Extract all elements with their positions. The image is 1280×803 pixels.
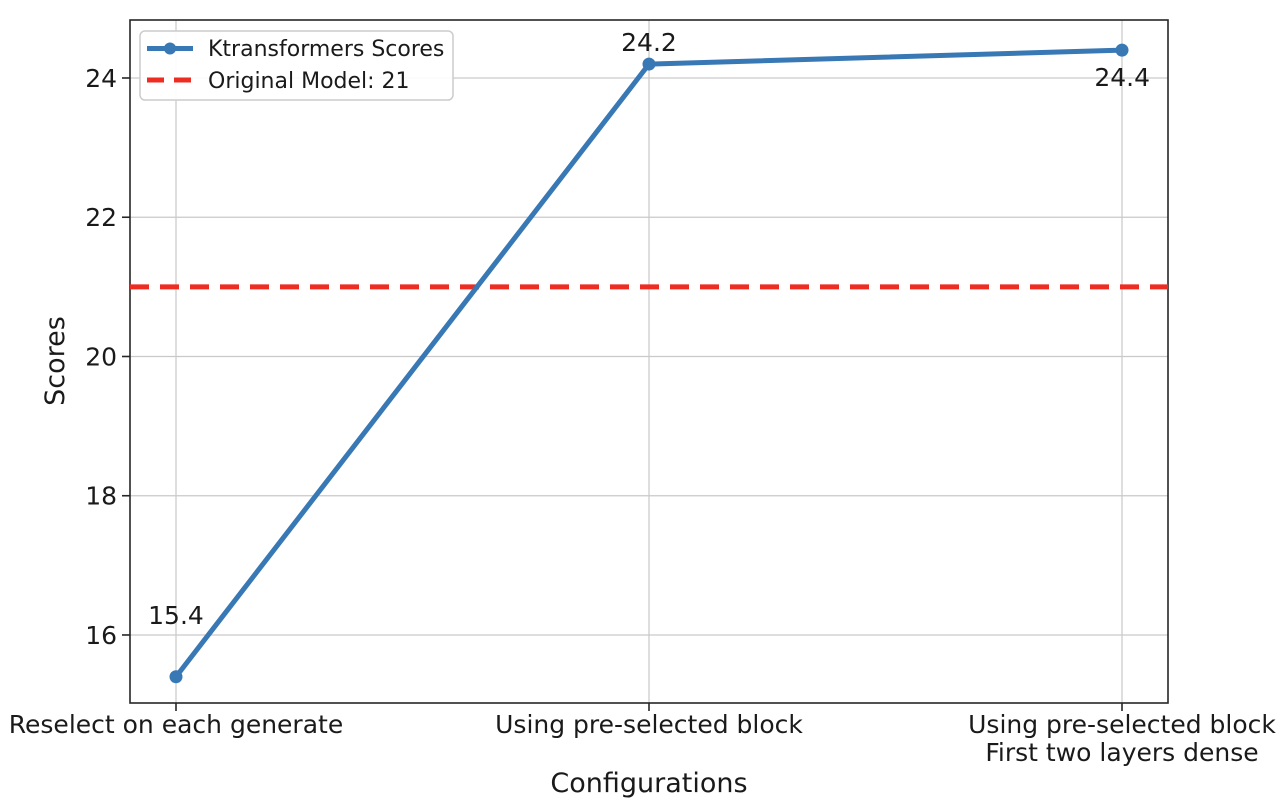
series-marker xyxy=(1115,43,1129,57)
series xyxy=(130,43,1168,684)
legend-label-reference: Original Model: 21 xyxy=(208,69,410,94)
grid xyxy=(130,20,1168,703)
point-value-label: 24.2 xyxy=(621,28,677,57)
series-marker xyxy=(169,670,183,684)
data-labels: 15.4 24.2 24.4 xyxy=(148,28,1150,630)
y-axis-label: Scores xyxy=(40,316,71,406)
legend-box xyxy=(139,30,454,101)
x-axis-label: Configurations xyxy=(550,768,747,799)
tick-labels: 16 18 20 22 24 Reselect on each generate Using… xyxy=(9,64,1277,767)
x-tick-label: Using pre-selected block xyxy=(495,710,803,739)
point-value-label: 24.4 xyxy=(1094,63,1150,92)
y-tick-label: 22 xyxy=(85,203,117,232)
x-tick-label: Using pre-selected block xyxy=(968,710,1276,739)
axis-ticks xyxy=(122,77,1123,711)
legend: Ktransformers Scores Original Model: 21 xyxy=(139,30,454,101)
x-tick-label: First two layers dense xyxy=(985,738,1258,767)
x-tick-label: Reselect on each generate xyxy=(9,710,343,739)
legend-entry-reference: Original Model: 21 xyxy=(147,69,410,94)
series-marker-swatch xyxy=(164,42,176,55)
y-tick-label: 18 xyxy=(85,482,117,511)
y-tick-label: 20 xyxy=(85,342,117,371)
legend-entry-series: Ktransformers Scores xyxy=(147,37,444,62)
point-value-label: 15.4 xyxy=(148,601,204,630)
series-marker xyxy=(642,57,656,71)
y-tick-label: 16 xyxy=(85,621,117,650)
y-tick-label: 24 xyxy=(85,64,117,93)
legend-label-series: Ktransformers Scores xyxy=(208,37,444,62)
